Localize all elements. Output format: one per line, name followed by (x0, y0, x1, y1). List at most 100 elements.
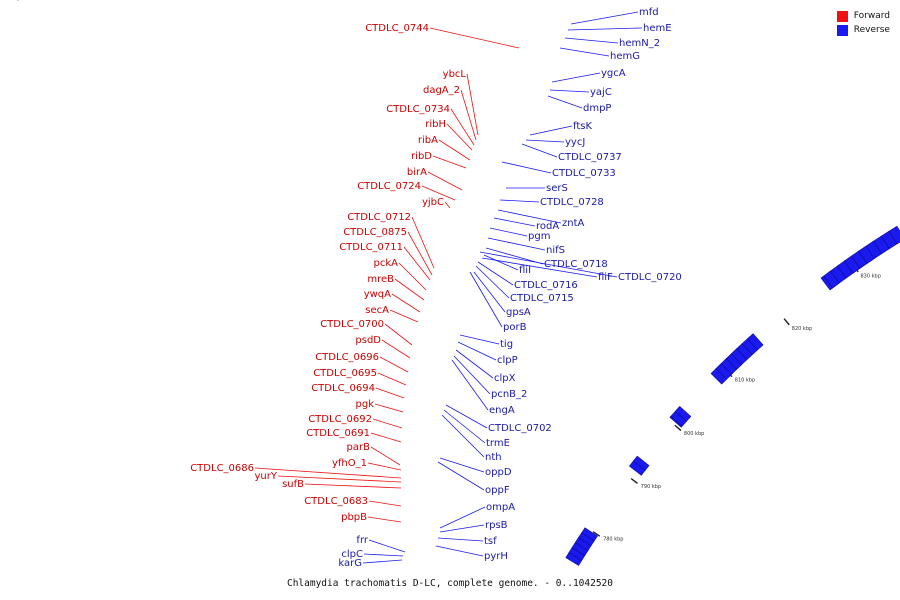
forward-gene-label: pgk (356, 399, 375, 410)
reverse-gene-label: hemE (643, 23, 672, 34)
legend-swatch-reverse (836, 24, 848, 36)
forward-leader-line (438, 139, 471, 161)
reverse-leader-line (559, 47, 610, 57)
forward-leader-line (427, 171, 463, 191)
reverse-gene-feature (820, 275, 834, 291)
legend-label-forward: Forward (853, 11, 890, 21)
reverse-leader-line (473, 271, 506, 313)
reverse-gene-label: CTDLC_0715 (510, 293, 574, 304)
forward-leader-line (398, 262, 427, 291)
tick-label: 780 kbp (603, 536, 623, 542)
reverse-gene-feature (710, 368, 728, 385)
forward-leader-line (304, 483, 402, 489)
forward-leader-line (407, 231, 433, 276)
forward-leader-line (429, 27, 520, 49)
legend: Forward Reverse (836, 9, 890, 37)
gene-labels: CTDLC_0744 ybcL dagA_2 CTDLC_0734 ribH ribA ri… (190, 7, 682, 569)
forward-leader-line (411, 216, 435, 269)
forward-gene-label: birA (407, 167, 427, 178)
forward-gene-label: ywqA (364, 289, 391, 300)
reverse-leader-line (549, 89, 590, 93)
reverse-gene-label: oppF (485, 485, 510, 496)
reverse-gene-label: mfd (639, 7, 659, 18)
reverse-gene-label: dmpP (583, 103, 611, 114)
forward-gene-label: CTDLC_0692 (308, 414, 372, 425)
reverse-gene-label: pcnB_2 (491, 389, 527, 400)
forward-leader-line (446, 123, 473, 151)
tick-mark (592, 531, 601, 537)
forward-gene-label: mreB (367, 274, 394, 285)
reverse-leader-line (525, 139, 565, 143)
reverse-gene-label: serS (546, 183, 568, 194)
reverse-gene-label: pgm (528, 231, 550, 242)
reverse-gene-label: CTDLC_0720 (618, 272, 682, 283)
forward-leader-line (432, 155, 467, 169)
forward-gene-label: yfhO_1 (332, 458, 367, 469)
reverse-gene-label: gpsA (506, 307, 531, 318)
reverse-leader-line (362, 559, 403, 564)
reverse-gene-label: rodA (536, 221, 559, 232)
tick-mark (630, 477, 638, 484)
reverse-gene-label: clpP (497, 355, 518, 366)
reverse-leader-line (521, 143, 558, 158)
reverse-gene-label: tig (500, 339, 513, 350)
forward-gene-label: CTDLC_0683 (304, 496, 368, 507)
reverse-gene-label: pyrH (484, 551, 508, 562)
reverse-gene-label: CTDLC_0718 (544, 259, 608, 270)
reverse-leader-line (439, 524, 485, 533)
reverse-gene-label: ftsK (573, 121, 592, 132)
legend-item-reverse: Reverse (836, 23, 890, 37)
reverse-gene-feature (628, 460, 646, 476)
forward-leader-line (381, 339, 411, 359)
reverse-leader-line (497, 209, 562, 224)
forward-gene-label: dagA_2 (423, 85, 460, 96)
reverse-leader-line (501, 161, 552, 174)
reverse-leader-line (487, 237, 546, 251)
reverse-leader-line (567, 27, 643, 31)
reverse-gene-label: rpsB (485, 520, 508, 531)
forward-gene-label: ribH (425, 119, 446, 130)
reverse-gene-label: engA (489, 405, 515, 416)
forward-gene-label: ybcL (443, 69, 467, 80)
legend-swatch-forward (836, 10, 848, 22)
reverse-leader-line (437, 461, 485, 491)
forward-gene-label: pckA (374, 258, 399, 269)
reverse-leader-line (439, 457, 485, 473)
forward-leader-line (367, 516, 402, 523)
reverse-leader-line (439, 506, 486, 529)
reverse-gene-feature (565, 552, 583, 566)
forward-gene-label: parB (347, 442, 371, 453)
reverse-gene-label: frr (356, 535, 368, 546)
reverse-leader-line (441, 414, 485, 458)
forward-gene-label: CTDLC_0691 (306, 428, 370, 439)
reverse-gene-label: nifS (546, 245, 565, 256)
reverse-leader-line (453, 355, 491, 395)
reverse-leader-line (443, 409, 486, 444)
forward-leader-line (384, 323, 413, 346)
forward-leader-line (379, 356, 409, 373)
reverse-features (565, 77, 900, 566)
forward-gene-label: yurY (255, 471, 278, 482)
forward-gene-label: pbpB (341, 512, 367, 523)
reverse-leader-line (485, 247, 544, 265)
forward-gene-label: CTDLC_0724 (357, 181, 421, 192)
reverse-leader-line (529, 125, 573, 136)
forward-gene-label: CTDLC_0695 (313, 368, 377, 379)
forward-gene-label: CTDLC_0686 (190, 463, 254, 474)
reverse-leader-line (499, 199, 540, 203)
tick-label: 810 kbp (735, 378, 755, 384)
forward-leader-line (370, 432, 402, 443)
reverse-gene-label: nth (485, 452, 502, 463)
reverse-gene-label: CTDLC_0728 (540, 197, 604, 208)
legend-item-forward: Forward (836, 9, 890, 23)
reverse-leader-line (479, 251, 618, 278)
figure-caption: Chlamydia trachomatis D-LC, complete gen… (286, 578, 613, 589)
reverse-gene-label: ygcA (601, 68, 626, 79)
reverse-gene-label: yajC (590, 87, 612, 98)
reverse-leader-line (455, 349, 494, 379)
reverse-gene-label: CTDLC_0702 (488, 423, 552, 434)
forward-leader-line (450, 108, 475, 146)
reverse-gene-label: CTDLC_0737 (558, 152, 622, 163)
